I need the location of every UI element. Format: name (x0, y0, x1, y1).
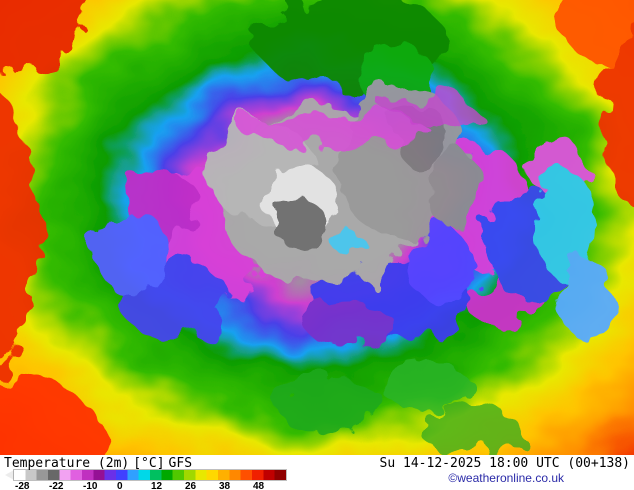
legend-tick-12: 12 (151, 481, 163, 490)
temperature-field-details (0, 0, 634, 455)
legend-tick-48: 48 (253, 481, 265, 490)
map-area (0, 0, 634, 455)
legend-tick-38: 38 (219, 481, 231, 490)
legend-tick--10: -10 (83, 481, 98, 490)
legend-tick-0: 0 (117, 481, 123, 490)
model-label: GFS (168, 456, 193, 471)
legend-ticks: -28 -22 -10 0 12 26 38 48 (14, 480, 294, 490)
copyright-label: ©weatheronline.co.uk (448, 471, 564, 485)
valid-datetime: Su 14-12-2025 18:00 UTC (00+138) (379, 456, 630, 471)
map-title: Temperature (2m) [°C] GFS (4, 456, 196, 471)
unit-label: [°C] (133, 456, 165, 471)
legend-arrow-icon (5, 470, 14, 480)
legend: -28 -22 -10 0 12 26 38 48 (5, 469, 297, 490)
temperature-map-image (0, 0, 634, 455)
info-bar: Temperature (2m) [°C] GFS Su 14-12-2025 18… (0, 455, 634, 490)
legend-tick--28: -28 (15, 481, 30, 490)
title-line: Temperature (2m) [°C] GFS Su 14-12-2025 18… (4, 456, 630, 471)
product-label: Temperature (2m) (4, 456, 130, 471)
legend-tick--22: -22 (49, 481, 64, 490)
legend-colorbar (13, 469, 287, 481)
legend-tick-26: 26 (185, 481, 197, 490)
